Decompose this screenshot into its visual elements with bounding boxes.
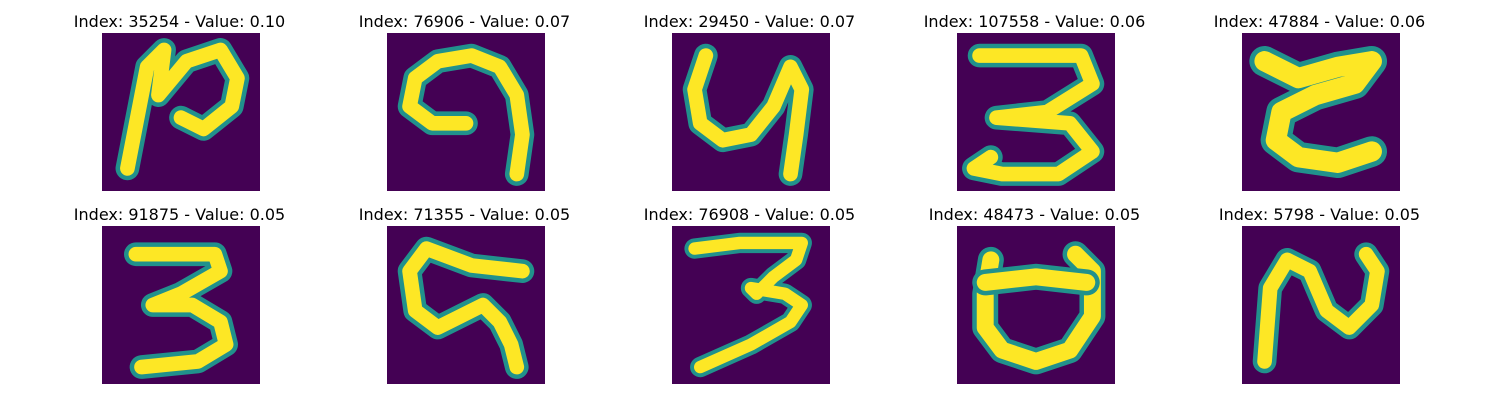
panel-2: Index: 76906 - Value: 0.07 [322,12,607,202]
panel-title: Index: 107558 - Value: 0.06 [923,12,1146,31]
glyph-stroke-i [972,241,1106,375]
digit-image [387,33,545,191]
panel-4: Index: 107558 - Value: 0.06 [892,12,1177,202]
panel-6: Index: 91875 - Value: 0.05 [37,205,322,395]
glyph-stroke-e [1249,45,1388,179]
glyph-stroke-a [115,38,250,181]
glyph-stroke-c [682,43,814,186]
glyph-stroke-f [124,242,238,379]
glyph-stroke-j [1252,242,1390,374]
digit-image [387,226,545,384]
digit-image [957,33,1115,191]
glyph-stroke-g [397,236,535,379]
panel-title: Index: 76908 - Value: 0.05 [643,205,856,224]
panel-9: Index: 48473 - Value: 0.05 [892,205,1177,395]
panel-title: Index: 91875 - Value: 0.05 [73,205,286,224]
glyph-stroke-b [397,43,535,186]
panel-7: Index: 71355 - Value: 0.05 [322,205,607,395]
digit-image [672,226,830,384]
panel-title: Index: 71355 - Value: 0.05 [358,205,571,224]
digit-image [957,226,1115,384]
panel-title: Index: 47884 - Value: 0.06 [1213,12,1426,31]
glyph-stroke-d [962,43,1105,186]
panel-1: Index: 35254 - Value: 0.10 [37,12,322,202]
panel-title: Index: 35254 - Value: 0.10 [73,12,286,31]
panel-10: Index: 5798 - Value: 0.05 [1177,205,1462,395]
panel-5: Index: 47884 - Value: 0.06 [1177,12,1462,202]
digit-image [102,226,260,384]
digit-image [1242,226,1400,384]
panel-title: Index: 76906 - Value: 0.07 [358,12,571,31]
panel-3: Index: 29450 - Value: 0.07 [607,12,892,202]
panel-title: Index: 48473 - Value: 0.05 [928,205,1141,224]
panel-8: Index: 76908 - Value: 0.05 [607,205,892,395]
digit-image [102,33,260,191]
panel-title: Index: 29450 - Value: 0.07 [643,12,856,31]
digit-image [672,33,830,191]
panel-title: Index: 5798 - Value: 0.05 [1218,205,1421,224]
glyph-stroke-h [684,232,812,378]
digit-image [1242,33,1400,191]
